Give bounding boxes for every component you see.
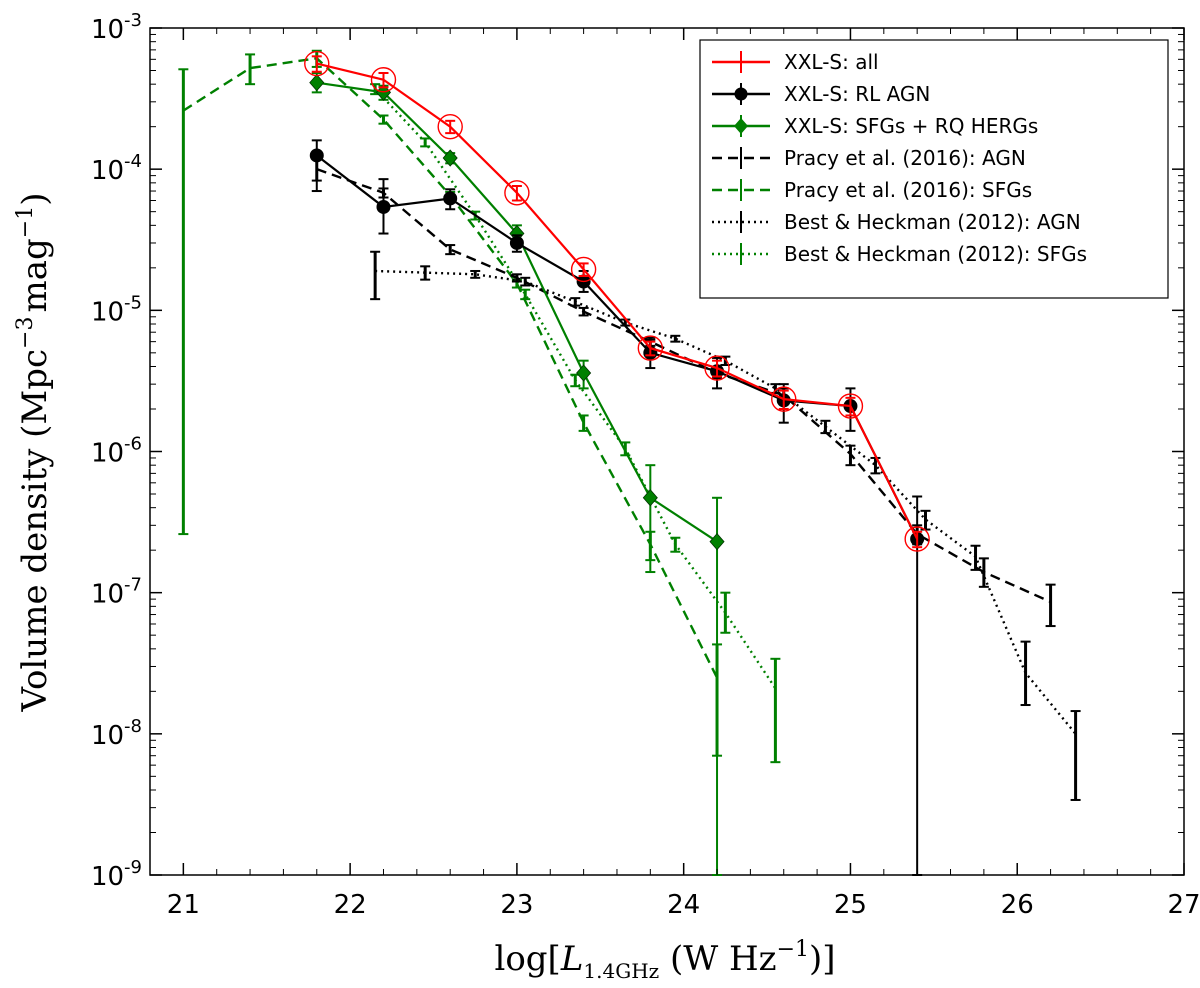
legend-label: Pracy et al. (2016): SFGs xyxy=(784,178,1032,202)
x-tick-label: 26 xyxy=(1001,890,1034,920)
x-tick-label: 27 xyxy=(1167,890,1200,920)
legend-label: XXL-S: all xyxy=(784,50,879,74)
data-point xyxy=(443,191,458,206)
legend-marker xyxy=(734,118,748,134)
legend-label: Best & Heckman (2012): AGN xyxy=(784,210,1081,234)
series-line xyxy=(316,62,919,540)
data-point xyxy=(904,526,930,552)
plot-series xyxy=(178,49,1081,876)
x-tick-labels: 21 22 23 24 25 26 27 xyxy=(167,890,1200,920)
series-line xyxy=(316,168,1052,604)
data-point xyxy=(504,180,530,206)
y-tick-label: 10-9 xyxy=(91,857,142,892)
legend-swatch xyxy=(712,211,770,233)
data-point xyxy=(309,74,325,92)
data-point xyxy=(370,67,397,93)
legend-label: Best & Heckman (2012): SFGs xyxy=(784,242,1087,266)
series-0 xyxy=(304,50,930,552)
legend: XXL-S: all XXL-S: RL AGN XXL-S: SFGs + R… xyxy=(699,39,1169,299)
data-point xyxy=(309,148,324,163)
data-point xyxy=(642,489,658,507)
y-tick-label: 10-4 xyxy=(91,151,142,186)
x-tick-label: 24 xyxy=(667,890,700,920)
data-point xyxy=(376,199,391,214)
axis-ticks xyxy=(150,27,1185,876)
legend-swatch xyxy=(712,83,770,105)
x-axis-label: log[L1.4GHz (W Hz−1)] xyxy=(494,937,835,983)
legend-box xyxy=(699,39,1169,299)
legend-swatch xyxy=(712,243,770,265)
y-tick-label: 10-3 xyxy=(91,10,142,45)
series-5 xyxy=(370,250,1081,801)
legend-label: XXL-S: RL AGN xyxy=(784,82,930,106)
y-tick-label: 10-8 xyxy=(91,716,142,751)
data-point xyxy=(304,50,330,77)
series-line xyxy=(375,269,1077,735)
data-point xyxy=(570,256,597,283)
svg-text:Volume density (Mpc−3mag−1): Volume density (Mpc−3mag−1) xyxy=(13,193,55,713)
legend-swatch xyxy=(712,115,770,137)
y-tick-labels: 10-3 10-4 10-5 10-6 10-7 10-8 10-9 xyxy=(91,10,142,892)
legend-swatch xyxy=(712,179,770,201)
legend-marker xyxy=(734,87,748,101)
data-point xyxy=(576,364,592,382)
x-tick-label: 21 xyxy=(167,890,200,920)
series-line xyxy=(316,81,718,543)
y-axis-label: Volume density (Mpc−3mag−1) xyxy=(13,193,55,713)
y-tick-label: 10-6 xyxy=(91,434,142,469)
data-point xyxy=(442,149,458,167)
legend-swatch xyxy=(712,51,770,73)
y-tick-label: 10-7 xyxy=(91,575,142,610)
data-point xyxy=(437,113,463,140)
y-tick-label: 10-5 xyxy=(91,292,142,327)
data-point xyxy=(771,386,797,412)
legend-swatches xyxy=(712,51,770,265)
legend-label: XXL-S: SFGs + RQ HERGs xyxy=(784,114,1038,138)
data-point xyxy=(704,355,730,381)
data-point xyxy=(509,235,524,250)
legend-label: Pracy et al. (2016): AGN xyxy=(784,146,1026,170)
data-point xyxy=(709,532,725,551)
x-tick-label: 23 xyxy=(500,890,533,920)
data-point xyxy=(837,393,864,419)
x-tick-label: 22 xyxy=(334,890,367,920)
legend-swatch xyxy=(712,147,770,169)
data-point xyxy=(637,335,664,361)
x-tick-label: 25 xyxy=(834,890,867,920)
svg-text:log[L1.4GHz (W Hz−1)]: log[L1.4GHz (W Hz−1)] xyxy=(494,937,835,983)
